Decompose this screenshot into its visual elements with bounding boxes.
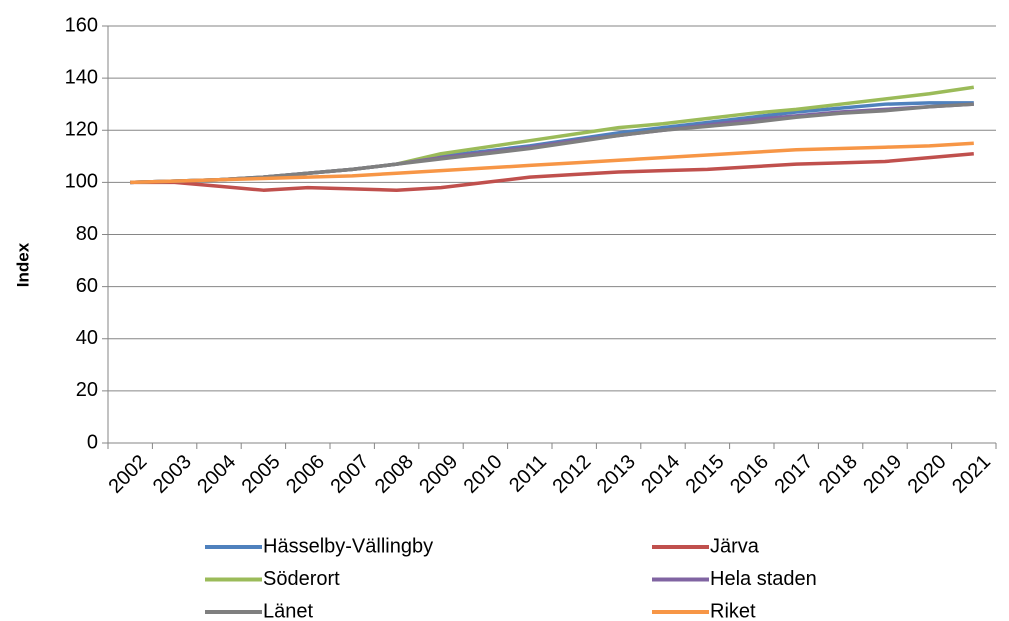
x-tick-label: 2021 [948, 451, 995, 498]
x-tick-label: 2013 [593, 451, 640, 498]
x-tick-label: 2004 [193, 451, 240, 498]
line-series [130, 102, 974, 185]
x-tick-label: 2007 [326, 451, 373, 498]
x-tick-label: 2010 [460, 451, 507, 498]
y-tick-label: 80 [76, 223, 98, 245]
x-tick-label: 2011 [505, 451, 551, 497]
x-tick-label: 2012 [548, 451, 595, 498]
y-tick-label: 160 [65, 14, 98, 36]
x-tick-label: 2014 [637, 451, 684, 498]
line-series [130, 151, 974, 192]
x-tick-label: 2016 [726, 451, 773, 498]
x-tick-label: 2018 [815, 451, 862, 498]
x-tick-label: 2008 [371, 451, 418, 498]
legend-label: Länet [263, 600, 313, 621]
y-tick-label: 40 [76, 327, 98, 349]
x-tick-label: 2005 [238, 451, 285, 498]
legend-label: Hela staden [710, 568, 817, 590]
y-tick-label: 60 [76, 275, 98, 297]
y-axis-label: Index [13, 242, 32, 287]
line-series [130, 141, 974, 185]
y-tick-label: 100 [65, 171, 98, 193]
legend-label: Järva [710, 535, 760, 557]
y-tick-label: 120 [65, 119, 98, 141]
x-tick-label: 2003 [149, 451, 196, 498]
x-tick-label: 2015 [682, 451, 729, 498]
y-tick-label: 0 [87, 431, 98, 453]
x-tick-label: 2020 [904, 451, 951, 498]
y-tick-label: 140 [65, 66, 98, 88]
x-tick-label: 2002 [104, 451, 151, 498]
legend-label: Riket [710, 600, 756, 621]
legend-label: Söderort [263, 568, 340, 590]
x-tick-label: 2006 [282, 451, 329, 498]
legend-label: Hässelby-Vällingby [263, 535, 433, 557]
x-tick-label: 2019 [859, 451, 906, 498]
x-tick-label: 2009 [415, 451, 462, 498]
y-tick-label: 20 [76, 379, 98, 401]
line-series [130, 85, 975, 185]
x-tick-label: 2017 [770, 451, 817, 498]
